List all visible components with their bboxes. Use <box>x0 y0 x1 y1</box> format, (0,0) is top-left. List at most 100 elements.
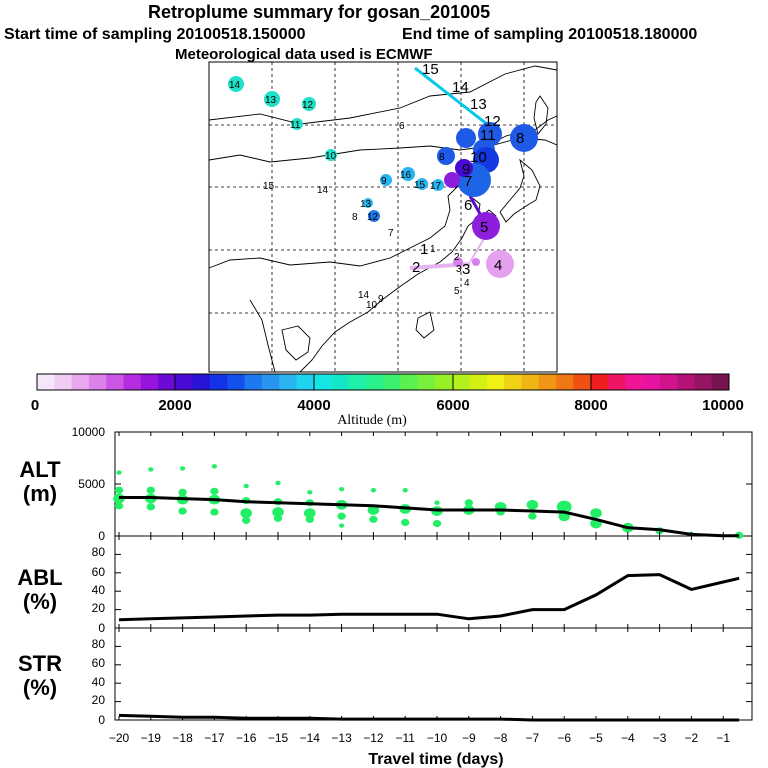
plume-number: 15 <box>422 61 439 78</box>
x-tick-label: −20 <box>109 731 130 745</box>
colorbar-cell <box>573 374 592 390</box>
plume-circle-15b <box>416 178 428 190</box>
colorbar-ticks: 0 2000 4000 6000 8000 10000 <box>31 397 744 414</box>
abl-ytick: 80 <box>92 545 106 559</box>
colorbar-cell <box>659 374 678 390</box>
x-tick-label: −15 <box>268 731 289 745</box>
plume-number: 6 <box>464 197 472 214</box>
plume-circle-9b <box>380 174 392 186</box>
alt-scatter-point <box>337 512 346 520</box>
alt-scatter-point <box>272 507 284 518</box>
colorbar-cell <box>210 374 228 390</box>
str-ytick: 20 <box>92 693 106 707</box>
map-graticule <box>209 62 557 372</box>
alt-scatter-point <box>464 499 473 507</box>
colorbar-cell <box>504 374 522 390</box>
str-label-line1: STR <box>18 651 62 676</box>
colorbar-tick: 10000 <box>702 397 744 414</box>
plume-number: 7 <box>464 173 472 190</box>
alt-scatter-point <box>146 486 155 494</box>
alt-scatter-point <box>178 507 187 515</box>
alt-scatter-point <box>432 519 442 528</box>
x-tick-label: −18 <box>172 731 193 745</box>
x-tick-label: −11 <box>395 731 415 745</box>
colorbar-cell <box>37 374 55 390</box>
alt-scatter-point <box>401 518 410 527</box>
alt-scatter-point <box>210 487 219 495</box>
dispersed-number: 10 <box>366 300 378 311</box>
str-ytick: 80 <box>92 637 106 651</box>
alt-scatter-point <box>114 502 124 510</box>
colorbar-cell <box>711 374 730 390</box>
plume-circle-11b <box>291 118 303 130</box>
alt-scatter-point <box>369 515 378 523</box>
colorbar-cell <box>556 374 574 390</box>
colorbar-cell <box>469 374 488 390</box>
colorbar-cell <box>244 374 263 390</box>
series-line <box>118 713 740 722</box>
plume-circle-8 <box>510 124 538 152</box>
x-tick-label: −19 <box>141 731 162 745</box>
plume-number-labels: 15 14 13 12 11 10 9 8 7 6 5 4 3 2 1 <box>412 61 524 278</box>
alt-label-line2: (m) <box>22 481 58 506</box>
alt-frame <box>114 431 753 537</box>
dispersed-number: 14 <box>229 80 241 91</box>
plume-circle-3 <box>486 250 514 278</box>
dispersed-number: 6 <box>399 121 405 132</box>
colorbar-cell <box>227 374 246 390</box>
x-tick-label: −17 <box>204 731 225 745</box>
dispersed-number: 13 <box>265 95 277 106</box>
dispersed-number: 15 <box>263 181 275 192</box>
str-ytick: 40 <box>92 675 106 689</box>
colorbar-cell <box>677 374 695 390</box>
colorbar-label: Altitude (m) <box>337 413 407 428</box>
x-tick-label: −16 <box>236 731 257 745</box>
plume-number: 1 <box>420 241 428 258</box>
alt-scatter-point <box>367 505 380 515</box>
x-tick-label: −5 <box>589 731 603 745</box>
alt-scatter-point <box>590 508 602 519</box>
alt-scatter-point <box>210 508 219 516</box>
y-tick-labels: 10000 5000 0 80 60 40 20 0 80 60 40 20 0 <box>72 425 106 727</box>
colorbar-cell <box>434 374 453 390</box>
colorbar-cell <box>261 374 280 390</box>
colorbar-cell <box>417 374 436 390</box>
str-ytick: 60 <box>92 656 106 670</box>
abl-ytick: 60 <box>92 565 106 579</box>
alt-scatter-point <box>305 515 314 523</box>
colorbar-cell <box>331 374 349 390</box>
str-panel-label: STR (%) <box>10 652 70 700</box>
alt-scatter-point <box>402 488 408 493</box>
x-tick-label: −6 <box>557 731 571 745</box>
colorbar-cell <box>590 374 609 390</box>
x-tick-label: −14 <box>300 731 321 745</box>
colorbar-tick: 8000 <box>574 397 607 414</box>
alt-scatter-point <box>556 500 572 514</box>
colorbar-cell <box>71 374 90 390</box>
map-frame <box>208 61 558 373</box>
abl-panel-label: ABL (%) <box>10 566 70 614</box>
retroplume-map: 15 14 13 12 11 10 9 8 7 6 5 4 3 2 1 14 1… <box>208 61 558 373</box>
colorbar-cell <box>486 374 505 390</box>
plume-trajectory <box>228 66 538 278</box>
dispersed-number-labels: 14 13 12 11 10 15 14 6 9 16 15 17 8 12 1… <box>229 80 470 311</box>
dispersed-number: 13 <box>360 199 372 210</box>
alt-scatter-point <box>307 490 313 495</box>
alt-scatter-point <box>178 488 187 496</box>
alt-scatter-point <box>434 500 440 505</box>
dispersed-number: 7 <box>388 228 394 239</box>
colorbar-cell <box>88 374 107 390</box>
colorbar-cell <box>452 374 470 390</box>
coastlines <box>208 65 558 373</box>
alt-ytick: 0 <box>98 529 105 543</box>
plume-circle-14 <box>228 76 244 92</box>
colorbar-cell <box>538 374 557 390</box>
alt-scatter-point <box>148 467 154 472</box>
alt-scatter-point <box>211 464 217 469</box>
dispersed-number: 4 <box>464 278 470 289</box>
altitude-colorbar: 0 2000 4000 6000 8000 10000 Altitude (m) <box>31 373 744 428</box>
dispersed-number: 14 <box>358 290 370 301</box>
colorbar-cell <box>192 374 211 390</box>
x-tick-label: −12 <box>363 731 384 745</box>
dispersed-number: 9 <box>378 294 384 305</box>
